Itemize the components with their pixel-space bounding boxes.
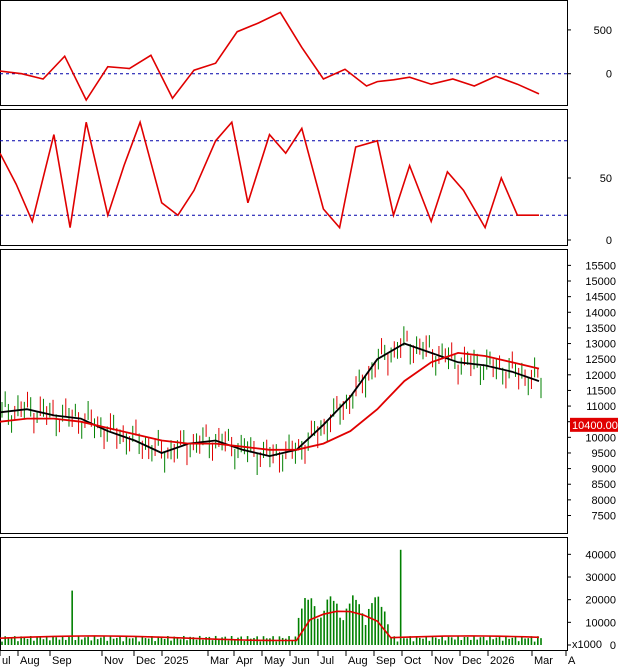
x-tick-label: 2025 [164,655,188,667]
oscillator-line-2-0 [0,119,539,230]
oscillator-panel-2: 50 0 [0,119,612,247]
y-tick-label: 13500 [585,323,616,335]
y-tick-label: 15500 [585,260,616,272]
x-tick-label: Dec [462,655,482,667]
y-tick-label: 15000 [585,276,616,288]
x-tick-label: Dec [136,655,156,667]
x-tick-label: Apr [236,655,253,667]
volume-moving-average [0,610,540,642]
x-tick-label: Sep [52,655,72,667]
x-tick-label: ul [2,655,11,667]
moving-average-line-1 [0,351,540,451]
oscillator-panel-1: 500 0 [0,11,612,102]
last-price-badge [570,417,618,432]
y-tick-label: 10000 [585,617,616,629]
x-tick-label: Jun [292,655,310,667]
x-tick-label: Sep [376,655,396,667]
y-tick-label: 14000 [585,307,616,319]
panel-frames [0,0,568,651]
y-tick-label: 14500 [585,292,616,304]
oscillator-line-1-0 [0,11,540,102]
x-tick-label: A [568,655,576,667]
price-panel: 15500 15000 14500 14000 13500 13000 12500 12000… [0,260,618,522]
x-tick-label: Mar [534,655,553,667]
x-tick-label: Jul [320,655,334,667]
y-tick-label: 7500 [592,510,616,522]
volume-panel: 40000 30000 20000 10000 0 x1000 [0,549,616,652]
y-tick-label: 8500 [592,479,616,491]
x-tick-label: Mar [210,655,229,667]
x-tick-label: Nov [104,655,124,667]
x-tick-label: Nov [434,655,454,667]
y-tick-label: 500 [594,25,612,37]
y-tick-label: 11500 [586,385,616,397]
y-tick-label: 20000 [585,595,616,607]
y-tick-label: 9000 [592,464,616,476]
last-price-label: 10400.00 [572,420,618,432]
axes: ul Aug Sep Nov Dec 2025 Mar Apr May Jun Jul Aug Sep O… [0,650,576,667]
y-tick-label: 40000 [585,549,616,561]
y-tick-label: 0 [606,69,612,81]
y-tick-label: 50 [600,173,612,185]
y-tick-label: 10000 [585,432,616,444]
y-tick-label: 12000 [585,370,616,382]
x-tick-label: 2026 [490,655,514,667]
x-tick-label: May [264,655,285,667]
y-tick-label: 9500 [592,448,616,460]
y-tick-label: 12500 [585,354,616,366]
y-tick-label: 11000 [586,401,616,413]
y-tick-label: 8000 [592,495,616,507]
y-tick-label: 13000 [585,339,616,351]
x-tick-label: Aug [20,655,40,667]
x-tick-label: Oct [404,655,421,667]
y-tick-label: 0 [606,235,612,247]
moving-average-line-0 [0,342,540,458]
x-tick-label: Aug [348,655,368,667]
y-tick-label: 30000 [585,572,616,584]
volume-unit-label: x1000 [572,639,602,651]
y-tick-label: 0 [610,640,616,652]
